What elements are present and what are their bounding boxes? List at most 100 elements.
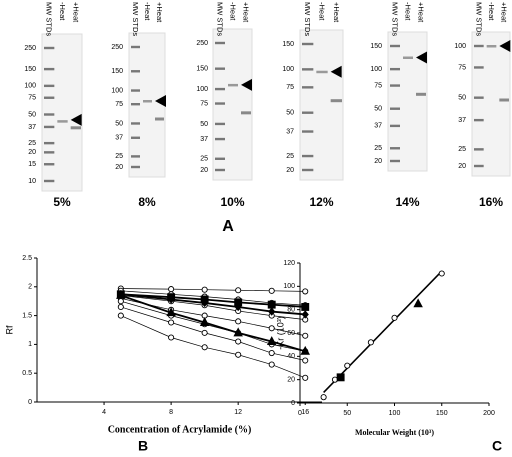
marker-label: 10 (28, 178, 36, 185)
y-axis-title: -Kr (10³) (275, 316, 285, 350)
point (301, 310, 309, 319)
point (234, 302, 242, 312)
series-line (120, 290, 306, 306)
marker-band (474, 96, 484, 99)
sample-band (316, 70, 328, 74)
marker-label: 20 (458, 163, 466, 170)
marker-label: 20 (200, 167, 208, 174)
panel-label: C (492, 438, 502, 454)
y-tick-label: 120 (283, 260, 295, 267)
marker-band (302, 111, 314, 114)
marker-band (131, 155, 140, 158)
series-line (120, 293, 306, 308)
marker-label: 25 (115, 153, 123, 160)
marker-label: 15 (28, 161, 36, 168)
marker-band (302, 168, 314, 172)
fit-line (323, 270, 443, 393)
point (336, 373, 345, 382)
arrowhead (70, 113, 82, 126)
marker-label: 100 (111, 87, 123, 94)
marker-label: 100 (282, 66, 294, 73)
x-tick-label: 8 (169, 409, 173, 416)
point (301, 303, 310, 311)
lane-label: -Heat (143, 2, 152, 21)
point (268, 287, 275, 294)
lane-label: +Heat (500, 2, 509, 23)
lane-label: +Heat (242, 2, 251, 23)
marker-band (390, 147, 400, 150)
point (117, 298, 124, 305)
lane-label: MW STDs (45, 2, 54, 36)
gel (471, 31, 511, 177)
marker-label: 25 (200, 156, 208, 163)
marker-band (215, 87, 225, 91)
gel-percent: 8% (138, 195, 156, 209)
point (367, 339, 374, 346)
point (235, 351, 242, 358)
gel-percent: 10% (220, 195, 244, 209)
point (166, 307, 176, 317)
marker-label: 25 (374, 145, 382, 152)
x-tick-label: 0 (298, 410, 302, 417)
lane-label: MW STDs (391, 2, 400, 36)
x-tick-label: 200 (483, 410, 495, 417)
marker-label: 37 (115, 135, 123, 142)
y-tick-label: 2 (28, 284, 32, 291)
lane-label: +Heat (155, 2, 164, 23)
y-tick-label: 1 (28, 341, 32, 348)
gel (387, 31, 428, 172)
series-line (120, 297, 306, 337)
point (201, 286, 208, 293)
marker-label: 37 (200, 136, 208, 143)
point (268, 325, 275, 332)
marker-label: 50 (115, 120, 123, 127)
y-tick-label: 0 (28, 399, 32, 406)
point (117, 312, 124, 319)
marker-label: 75 (458, 64, 466, 71)
marker-label: 50 (286, 110, 294, 117)
y-tick-label: 80 (287, 307, 295, 314)
x-tick-label: 100 (389, 410, 401, 417)
marker-band (44, 84, 55, 88)
point (168, 334, 175, 341)
arrowhead (155, 95, 166, 107)
point (268, 349, 275, 357)
point (268, 361, 275, 368)
marker-band (302, 154, 314, 158)
point (201, 344, 208, 351)
marker-label: 75 (374, 82, 382, 89)
marker-band (131, 136, 140, 139)
point (201, 298, 209, 308)
marker-label: 75 (286, 84, 294, 91)
y-tick-label: 100 (283, 283, 295, 290)
gel-percent: 16% (479, 195, 503, 209)
y-tick-label: 2.5 (22, 255, 32, 262)
gel-percent: 14% (395, 195, 419, 209)
marker-label: 37 (374, 123, 382, 130)
panel-label: B (138, 438, 148, 454)
marker-band (215, 122, 225, 126)
lane-label: MW STDs (474, 2, 483, 36)
sample-band (143, 100, 152, 103)
gel (41, 33, 83, 192)
marker-band (215, 102, 225, 105)
marker-label: 50 (28, 111, 36, 118)
point (117, 303, 124, 311)
sample-band (70, 126, 81, 130)
point (199, 317, 210, 326)
sample-band (155, 117, 164, 121)
lane-label: MW STDs (216, 2, 225, 36)
point (233, 327, 243, 337)
marker-band (474, 118, 484, 122)
marker-band (44, 163, 55, 166)
marker-label: 250 (196, 40, 208, 47)
marker-label: 20 (374, 158, 382, 165)
marker-label: 250 (111, 44, 123, 51)
x-tick-label: 16 (301, 409, 309, 416)
marker-band (215, 41, 225, 45)
lane-label: -Heat (487, 2, 496, 21)
sample-band (241, 111, 251, 115)
gel (299, 29, 344, 181)
marker-band (390, 84, 400, 87)
